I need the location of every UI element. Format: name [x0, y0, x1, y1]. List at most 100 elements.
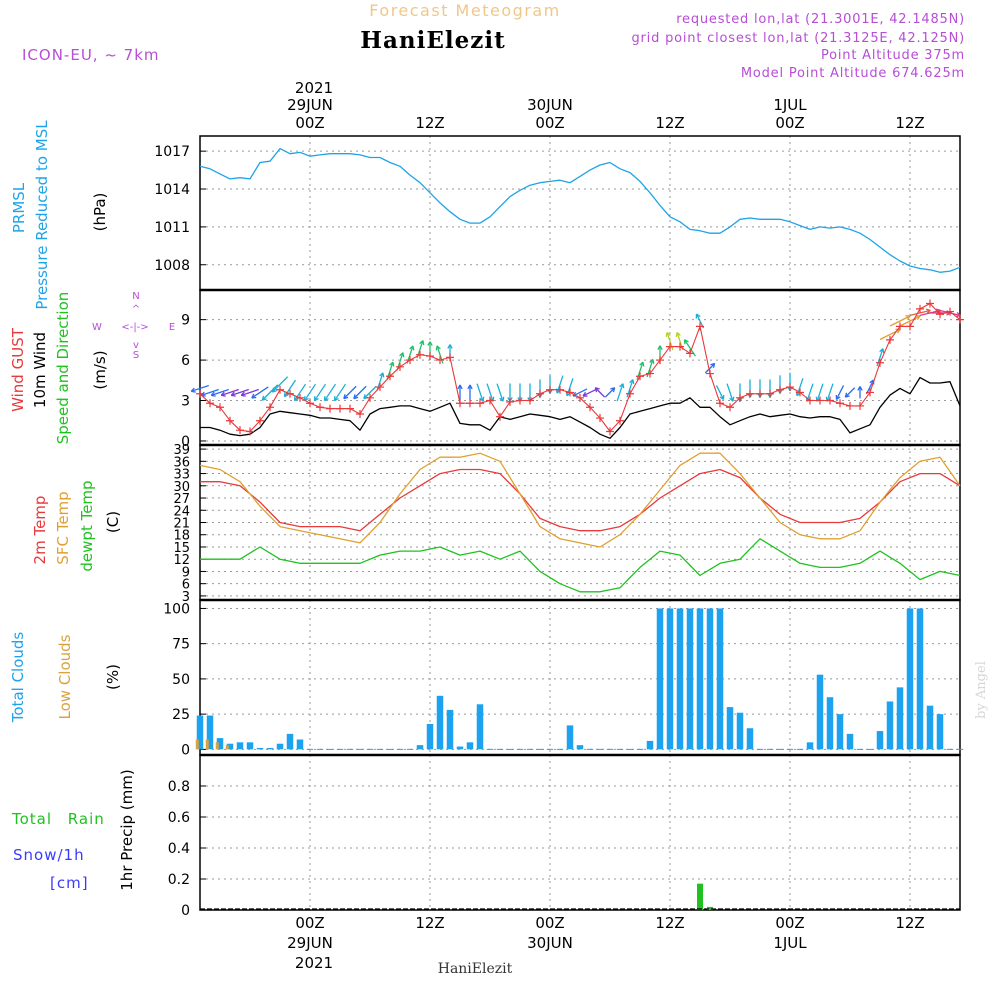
- wind-gust-marker: [776, 385, 784, 394]
- wind-arrow-head: [241, 394, 246, 397]
- wind-gust-marker: [696, 322, 704, 331]
- wind-arrow-head: [879, 348, 884, 353]
- cloud-side-labels: Total Clouds Low Clouds (%): [9, 632, 122, 724]
- snow-label: Snow/1h: [13, 846, 85, 864]
- wind-gust-marker: [546, 385, 554, 394]
- ytick-label: 39: [173, 443, 190, 458]
- model-label: ICON-EU, ~ 7km: [22, 46, 160, 64]
- ytick-label: 9: [181, 313, 190, 329]
- wind-arrow-head: [925, 308, 931, 311]
- wind-arrow: [496, 383, 505, 402]
- wind-arrow-head: [732, 396, 735, 402]
- wind-gust-marker: [806, 396, 814, 405]
- total-cloud-bar: [906, 608, 914, 750]
- top-hour-label: 00Z: [295, 114, 324, 132]
- top-hour-label: 12Z: [655, 114, 684, 132]
- compass-n: N: [132, 291, 139, 302]
- total-cloud-bar: [296, 739, 304, 750]
- wind-gust-marker: [556, 385, 564, 394]
- total-cloud-bar: [436, 695, 444, 750]
- wind-gust-marker: [626, 389, 634, 398]
- wind-arrow-shaft: [241, 388, 259, 396]
- wind-arrow-head: [324, 398, 329, 402]
- wind-gust-marker: [246, 427, 254, 436]
- sfc-temp-line: [199, 452, 961, 548]
- total-cloud-bar: [236, 742, 244, 750]
- wind-gust-marker: [916, 304, 924, 313]
- wind-arrow-head: [610, 387, 615, 390]
- wind-gust-marker: [906, 322, 914, 331]
- wind-arrow-head: [314, 398, 319, 402]
- total-cloud-bar: [696, 608, 704, 750]
- wind-gust-marker: [756, 389, 764, 398]
- compass-arrow-h: <-|->: [121, 322, 148, 333]
- wind-gust-marker: [846, 401, 854, 410]
- wind-arrow-shaft: [715, 385, 725, 400]
- wind-gust-marker: [716, 399, 724, 408]
- bottom-hour-label: 12Z: [655, 914, 684, 932]
- dewpoint-line: [200, 538, 961, 593]
- wind-gust-marker: [686, 349, 694, 358]
- wind-arrow-shaft: [191, 384, 209, 392]
- total-cloud-bar: [686, 608, 694, 750]
- wind-arrow-head: [619, 383, 624, 388]
- wind-gust-marker: [456, 399, 464, 408]
- wind-gust-marker: [486, 396, 494, 405]
- wind-arrow-head: [467, 384, 471, 390]
- wind-arrow: [695, 313, 705, 329]
- wind-arrow: [704, 362, 716, 374]
- bottom-hour-label: 00Z: [535, 914, 564, 932]
- total-cloud-bar: [726, 707, 734, 750]
- total-cloud-bar: [666, 608, 674, 750]
- wind-gust-marker: [826, 396, 834, 405]
- top-hour-label: 12Z: [895, 114, 924, 132]
- wind-arrow-head: [649, 358, 654, 363]
- wind-arrow-head: [435, 345, 438, 351]
- wind-unit: (m/s): [91, 350, 109, 389]
- wind-gust-marker: [726, 403, 734, 412]
- t2m-line: [200, 468, 961, 532]
- wind-gust-marker: [356, 410, 364, 418]
- wind-arrow-head: [284, 393, 289, 398]
- ytick-label: 75: [172, 637, 190, 653]
- total-cloud-bar: [846, 733, 854, 750]
- panel-frame: [199, 754, 961, 911]
- wind-arrow: [476, 383, 485, 402]
- wind-arrow-head: [710, 362, 715, 366]
- wind-arrow-head: [419, 340, 424, 345]
- panel-pressure: 1008 1011 1014 1017: [154, 135, 961, 291]
- wind-arrow: [230, 388, 249, 397]
- wind-speed-dir-label: Speed and Direction: [54, 292, 72, 445]
- wind-arrow-shaft: [486, 383, 494, 402]
- panel-clouds: 0 25 50 75 100: [163, 599, 964, 758]
- wind-gust-marker: [286, 389, 294, 398]
- top-day-label: 30JUN: [527, 96, 573, 114]
- wind-arrow-shaft: [695, 313, 705, 329]
- wind-arrow: [210, 388, 229, 397]
- wind-arrow-shaft: [251, 386, 269, 399]
- sfc-label: SFC Temp: [54, 491, 72, 564]
- ytick-label: 15: [173, 541, 190, 556]
- total-cloud-bar: [876, 731, 884, 750]
- wind-gust-marker: [506, 397, 514, 406]
- wind-arrow-shaft: [909, 309, 931, 317]
- wind-arrow: [333, 383, 347, 402]
- wind-gust-marker: [346, 404, 354, 413]
- ytick-label: 24: [173, 504, 190, 519]
- wind-arrow-shaft: [582, 388, 598, 397]
- ytick-label: 0: [181, 903, 190, 919]
- total-cloud-bar: [196, 715, 204, 750]
- wind-gust-marker: [216, 403, 224, 412]
- wind-10m-label: 10m Wind: [31, 332, 49, 408]
- wind-gust-marker: [226, 416, 234, 425]
- temp-unit: (C): [104, 511, 122, 533]
- wind-gust-marker: [596, 414, 604, 423]
- ytick-label: 0: [181, 742, 190, 758]
- wind-arrow-shaft: [261, 384, 279, 401]
- total-cloud-bar: [226, 743, 234, 750]
- ytick-label: 9: [182, 565, 190, 580]
- wind-gust-marker: [466, 399, 474, 408]
- wind-gust-marker: [646, 369, 654, 378]
- total-cloud-bar: [286, 733, 294, 750]
- total-cloud-bar: [896, 687, 904, 750]
